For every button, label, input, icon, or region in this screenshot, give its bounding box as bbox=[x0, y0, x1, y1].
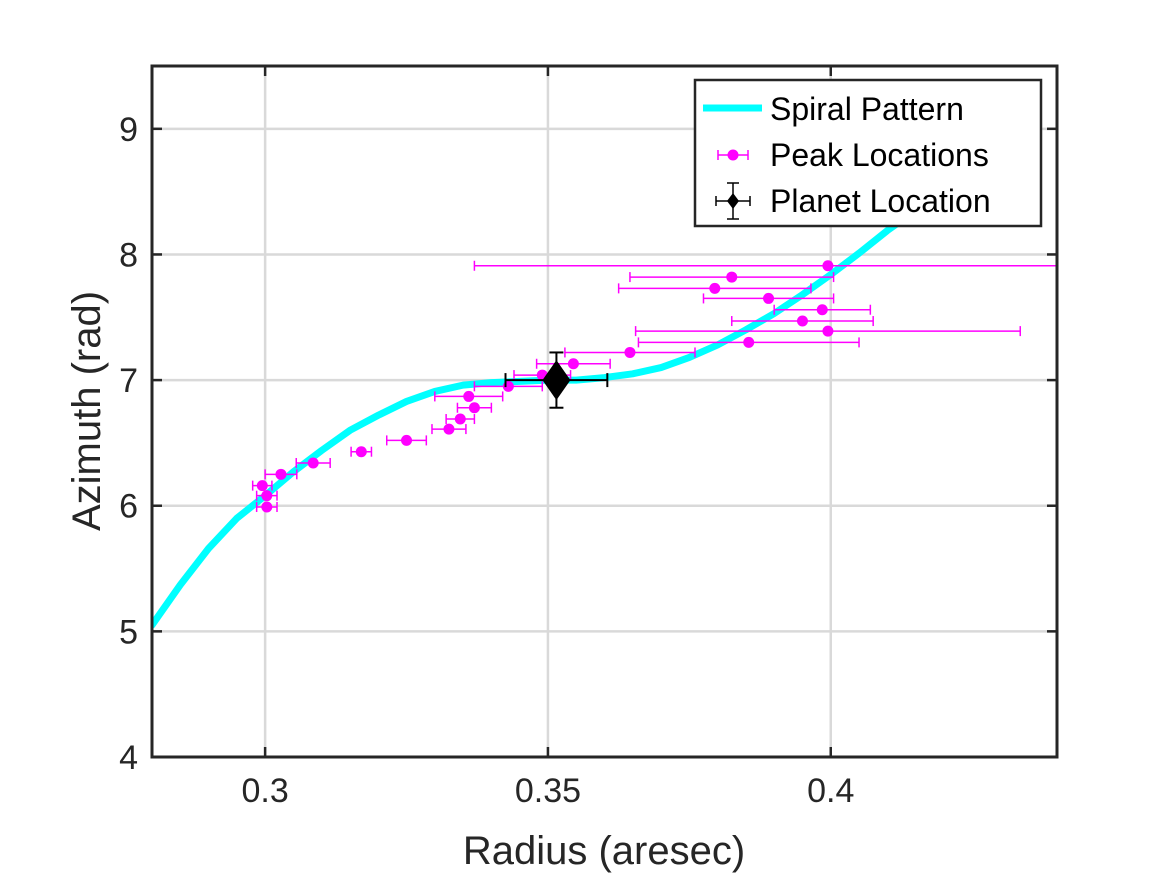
y-tick-label-2: 6 bbox=[119, 488, 138, 526]
peak-point-3 bbox=[264, 468, 298, 480]
peak-marker-19 bbox=[763, 292, 775, 304]
peak-point-7 bbox=[431, 423, 467, 435]
legend-peaks-marker bbox=[727, 149, 739, 161]
legend-label-planet: Planet Location bbox=[770, 183, 991, 219]
legend-label-spiral: Spiral Pattern bbox=[770, 91, 964, 127]
peak-marker-18 bbox=[816, 304, 828, 316]
peak-marker-21 bbox=[726, 271, 738, 283]
peak-marker-0 bbox=[256, 480, 268, 492]
peak-point-15 bbox=[637, 336, 860, 348]
peak-marker-4 bbox=[307, 457, 319, 469]
peak-point-6 bbox=[385, 434, 428, 446]
legend-label-peaks: Peak Locations bbox=[770, 137, 989, 173]
y-tick-label-4: 8 bbox=[119, 236, 138, 274]
peak-point-0 bbox=[251, 480, 273, 492]
peak-marker-11 bbox=[502, 380, 514, 392]
planet-location-series bbox=[504, 351, 609, 409]
legend-peaks-swatch bbox=[717, 149, 749, 161]
peak-point-16 bbox=[634, 325, 1021, 337]
peak-marker-9 bbox=[468, 402, 480, 414]
peak-point-18 bbox=[773, 304, 872, 316]
y-tick-label-0: 4 bbox=[119, 739, 138, 777]
x-tick-label-2: 0.4 bbox=[807, 772, 854, 810]
peak-marker-8 bbox=[454, 413, 466, 425]
x-tick-label-0: 0.3 bbox=[241, 772, 288, 810]
peak-point-20 bbox=[617, 282, 812, 294]
peak-marker-20 bbox=[709, 282, 721, 294]
peak-marker-22 bbox=[822, 260, 834, 272]
peak-marker-7 bbox=[443, 423, 455, 435]
peak-marker-1 bbox=[261, 490, 273, 502]
peak-point-4 bbox=[295, 457, 331, 469]
y-tick-label-1: 5 bbox=[119, 613, 138, 651]
x-axis-title: Radius (aresec) bbox=[463, 829, 745, 873]
peak-point-9 bbox=[456, 402, 493, 414]
peak-marker-15 bbox=[743, 336, 755, 348]
peak-marker-2 bbox=[261, 501, 273, 513]
y-tick-label-5: 9 bbox=[119, 111, 138, 149]
axis-ticks bbox=[152, 66, 1057, 759]
y-tick-label-3: 7 bbox=[119, 362, 138, 400]
x-tick-label-1: 0.35 bbox=[515, 772, 581, 810]
peak-point-21 bbox=[629, 271, 835, 283]
peak-locations-series bbox=[251, 260, 1057, 513]
peak-point-19 bbox=[702, 292, 835, 304]
planet-point-0 bbox=[504, 351, 609, 409]
legend-planet-marker bbox=[727, 193, 739, 209]
peak-point-8 bbox=[445, 413, 476, 425]
x-tick-labels: 0.3 0.35 0.4 bbox=[241, 772, 854, 810]
peak-marker-3 bbox=[275, 468, 287, 480]
peak-marker-6 bbox=[401, 434, 413, 446]
y-tick-labels: 4 5 6 7 8 9 bbox=[119, 111, 138, 777]
peak-marker-17 bbox=[796, 315, 808, 327]
y-axis-title: Azimuth (rad) bbox=[65, 291, 109, 531]
peak-marker-16 bbox=[822, 325, 834, 337]
peak-point-14 bbox=[564, 346, 696, 358]
planet-marker bbox=[542, 360, 571, 401]
legend: Spiral Pattern Peak Locations Planet Loc… bbox=[693, 78, 1043, 228]
axes-box bbox=[150, 64, 1059, 759]
peak-point-2 bbox=[255, 501, 278, 513]
peak-marker-5 bbox=[355, 446, 367, 458]
peak-point-1 bbox=[255, 490, 278, 502]
peak-marker-13 bbox=[567, 358, 579, 370]
peak-point-17 bbox=[731, 315, 874, 327]
peak-marker-14 bbox=[624, 346, 636, 358]
peak-point-10 bbox=[434, 390, 504, 402]
peak-marker-10 bbox=[463, 390, 475, 402]
peak-point-22 bbox=[473, 260, 1057, 272]
legend-planet-swatch bbox=[715, 182, 751, 220]
peak-point-5 bbox=[350, 446, 373, 458]
legend-box bbox=[693, 78, 1043, 228]
peak-point-13 bbox=[535, 358, 611, 370]
